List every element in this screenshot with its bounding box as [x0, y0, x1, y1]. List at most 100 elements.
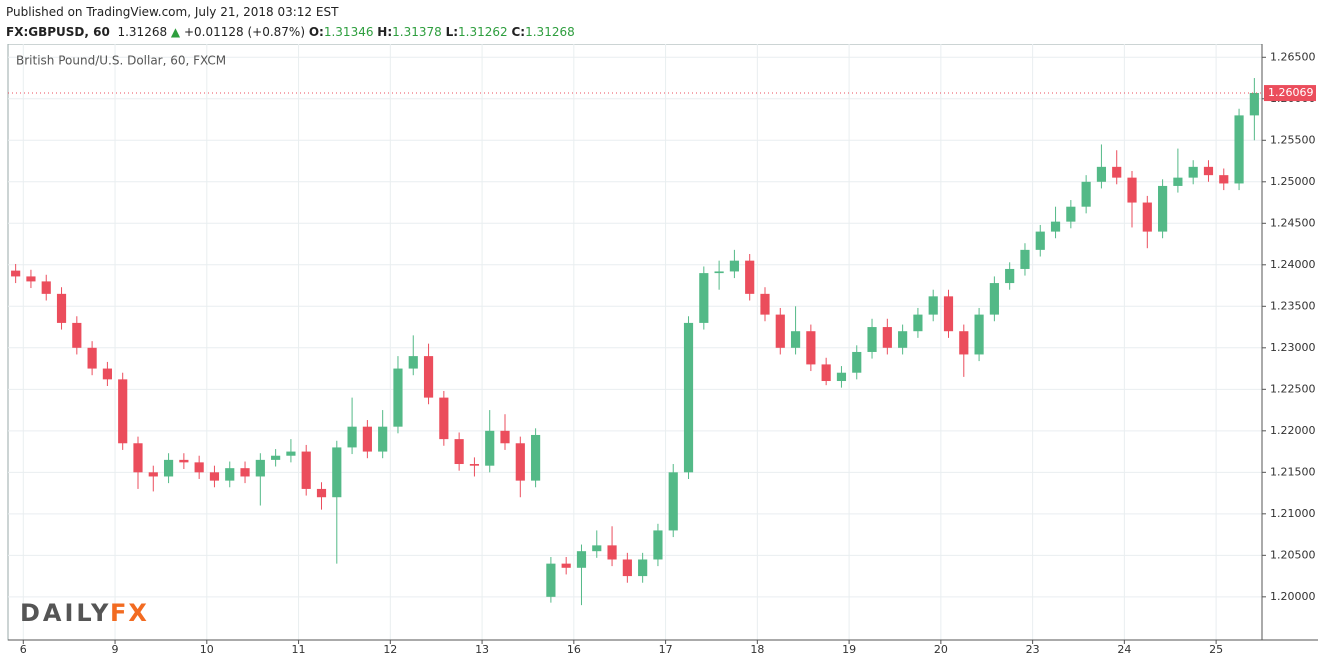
candle-body	[668, 472, 678, 531]
x-tick-label: 16	[567, 643, 581, 656]
y-tick-label: 1.24000	[1270, 258, 1316, 271]
y-tick-label: 1.22000	[1270, 424, 1316, 437]
candle-body	[592, 545, 602, 552]
candle-body	[1158, 185, 1168, 232]
open-value: 1.31346	[323, 25, 374, 39]
candle-body	[852, 351, 862, 373]
candle-body	[362, 426, 372, 452]
candle-body	[882, 327, 892, 348]
high-label: H:	[377, 25, 393, 39]
candle-body	[745, 260, 755, 294]
candle-body	[148, 472, 158, 477]
candle-body	[11, 270, 21, 277]
candle-body	[898, 331, 908, 348]
candle-body	[867, 327, 877, 352]
x-tick-label: 19	[842, 643, 856, 656]
plot-frame	[7, 44, 1263, 641]
candle-body	[179, 459, 189, 463]
candle-body	[332, 447, 342, 498]
x-tick-label: 6	[20, 643, 27, 656]
high-value: 1.31378	[392, 25, 442, 39]
candle-body	[378, 426, 388, 452]
candle-body	[699, 273, 709, 323]
candle-body	[836, 372, 847, 382]
y-tick-label: 1.20000	[1270, 590, 1316, 603]
candle-body	[240, 468, 250, 477]
x-tick-label: 18	[750, 643, 764, 656]
close-value: 1.31268	[525, 25, 575, 39]
candle-body	[806, 331, 816, 365]
candle-body	[1173, 177, 1183, 186]
x-tick-label: 12	[383, 643, 397, 656]
candle-body	[1050, 221, 1061, 232]
plot	[8, 44, 1262, 640]
candle-body	[1005, 268, 1015, 284]
candle-body	[485, 430, 495, 466]
candle-body	[209, 472, 220, 481]
y-tick-label: 1.25000	[1270, 175, 1316, 188]
close-label: C:	[511, 25, 526, 39]
chart: British Pound/U.S. Dollar, 60, FXCM DAIL…	[7, 44, 1318, 656]
candle-body	[1081, 181, 1091, 207]
candle-body	[225, 468, 235, 481]
x-tick-label: 24	[1117, 643, 1131, 656]
candle-body	[959, 331, 969, 355]
candle-body	[943, 296, 954, 332]
candle-body	[928, 296, 938, 315]
candle-body	[714, 271, 724, 274]
candle-body	[271, 455, 281, 460]
candle-body	[72, 322, 82, 348]
candle-body	[1249, 92, 1259, 116]
y-tick-label: 1.21000	[1270, 507, 1316, 520]
candle-body	[622, 559, 632, 577]
candle-body	[255, 459, 265, 477]
candle-body	[26, 276, 36, 282]
candle-body	[1219, 175, 1229, 184]
candle-body	[41, 281, 51, 294]
candle-body	[913, 314, 923, 332]
y-tick-label: 1.21500	[1270, 465, 1316, 478]
candle-body	[1203, 166, 1214, 176]
last-price-label: 1.26069	[1268, 86, 1314, 99]
published-line: Published on TradingView.com, July 21, 2…	[6, 5, 339, 19]
candle-body	[1096, 166, 1107, 182]
candle-body	[408, 356, 418, 369]
logo-fx: FX	[110, 599, 149, 627]
candle-body	[760, 293, 770, 315]
candle-body	[1234, 115, 1244, 184]
y-tick-label: 1.22500	[1270, 382, 1316, 395]
candle-body	[1035, 231, 1045, 250]
candle-body	[133, 443, 143, 473]
candle-body	[1142, 202, 1152, 232]
candle-body	[821, 364, 831, 382]
x-tick-label: 17	[659, 643, 673, 656]
candle-body	[729, 260, 739, 272]
candle-body	[347, 426, 357, 448]
candle-body	[974, 314, 984, 355]
x-tick-label: 10	[200, 643, 214, 656]
y-tick-label: 1.20500	[1270, 548, 1316, 561]
open-label: O:	[308, 25, 324, 39]
candle-body	[301, 451, 311, 489]
candle-body	[546, 563, 556, 597]
candle-body	[56, 293, 67, 323]
quote-line: FX:GBPUSD, 60 1.31268 ▲ +0.01128 (+0.87%…	[6, 22, 575, 42]
price: 1.31268	[117, 25, 168, 39]
y-tick-label: 1.26500	[1270, 50, 1316, 63]
x-tick-label: 9	[112, 643, 119, 656]
candle-body	[531, 434, 541, 481]
candle-body	[316, 488, 327, 498]
candle-body	[500, 430, 510, 444]
x-tick-label: 23	[1026, 643, 1040, 656]
change: +0.01128 (+0.87%)	[183, 25, 306, 39]
candle-body	[576, 551, 587, 568]
candle-body	[469, 464, 480, 466]
candle-body	[515, 443, 525, 481]
candle-body	[439, 397, 449, 440]
candle-body	[775, 314, 785, 348]
chart-legend: British Pound/U.S. Dollar, 60, FXCM	[16, 54, 226, 68]
candle-body	[1127, 177, 1137, 203]
y-tick-label: 1.23500	[1270, 299, 1316, 312]
logo-daily: DAILY	[20, 599, 111, 627]
candle-body	[653, 530, 663, 560]
